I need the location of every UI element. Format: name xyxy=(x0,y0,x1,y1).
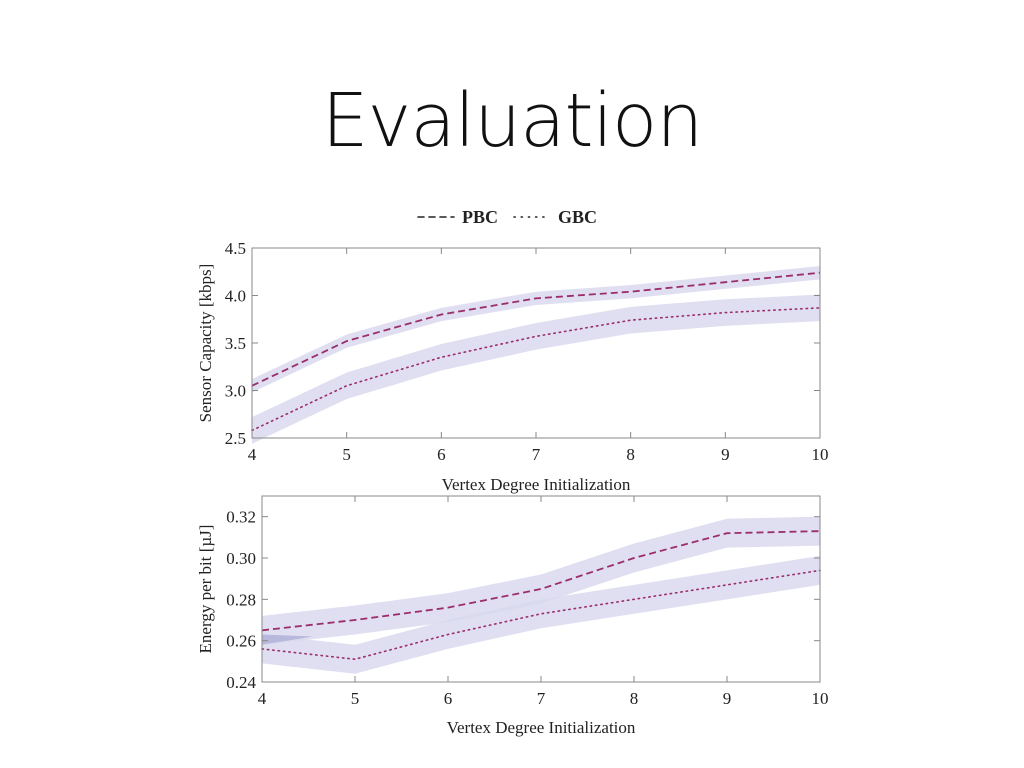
series-band-gbc xyxy=(262,555,820,674)
series-line-pbc xyxy=(261,530,821,632)
y-tick-label: 4.5 xyxy=(225,239,246,258)
x-tick-label: 9 xyxy=(721,445,730,464)
x-tick-label: 4 xyxy=(258,689,267,708)
x-tick-label: 7 xyxy=(532,445,541,464)
series-band-gbc xyxy=(252,294,820,444)
x-tick-label: 9 xyxy=(723,689,732,708)
y-tick-label: 0.26 xyxy=(226,632,256,651)
x-tick-label: 8 xyxy=(626,445,635,464)
series-line-pbc xyxy=(251,271,821,387)
series-band-pbc xyxy=(262,516,820,645)
legend-label-pbc: PBC xyxy=(462,207,498,227)
band-overlap xyxy=(262,634,314,645)
x-tick-label: 5 xyxy=(351,689,360,708)
y-tick-label: 0.24 xyxy=(226,673,256,692)
x-tick-label: 8 xyxy=(630,689,639,708)
y-tick-label: 3.0 xyxy=(225,382,246,401)
chart-1: 4 5 6 7 8 9 10 2.5 3.0 3.5 4.0 4.5 Vertex Degree Ini… xyxy=(196,239,829,494)
legend-label-gbc: GBC xyxy=(558,207,597,227)
x-tick-label: 7 xyxy=(537,689,546,708)
series-band-pbc xyxy=(252,266,820,393)
x-tick-label: 6 xyxy=(437,445,446,464)
x-tick-label: 10 xyxy=(812,445,829,464)
series-line-gbc xyxy=(261,569,821,661)
y-tick-label: 2.5 xyxy=(225,429,246,448)
x-tick-label: 5 xyxy=(342,445,351,464)
y-tick-label: 3.5 xyxy=(225,334,246,353)
legend: PBC GBC xyxy=(417,207,597,227)
y-tick-label: 0.30 xyxy=(226,549,256,568)
x-tick-label: 10 xyxy=(812,689,829,708)
slide-title: Evaluation xyxy=(321,78,703,164)
chart-2: 4 5 6 7 8 9 10 0.24 0.26 0.28 0.30 0.32 Vertex Degre… xyxy=(196,495,829,737)
x-axis-label: Vertex Degree Initialization xyxy=(442,475,631,494)
y-tick-label: 4.0 xyxy=(225,287,246,306)
series-line-gbc xyxy=(251,307,821,432)
x-tick-label: 4 xyxy=(248,445,257,464)
y-axis-label: Energy per bit [µJ] xyxy=(196,525,215,654)
y-tick-label: 0.32 xyxy=(226,508,256,527)
y-axis-label: Sensor Capacity [kbps] xyxy=(196,264,215,423)
y-tick-label: 0.28 xyxy=(226,590,256,609)
x-tick-label: 6 xyxy=(444,689,453,708)
x-axis-label: Vertex Degree Initialization xyxy=(447,718,636,737)
